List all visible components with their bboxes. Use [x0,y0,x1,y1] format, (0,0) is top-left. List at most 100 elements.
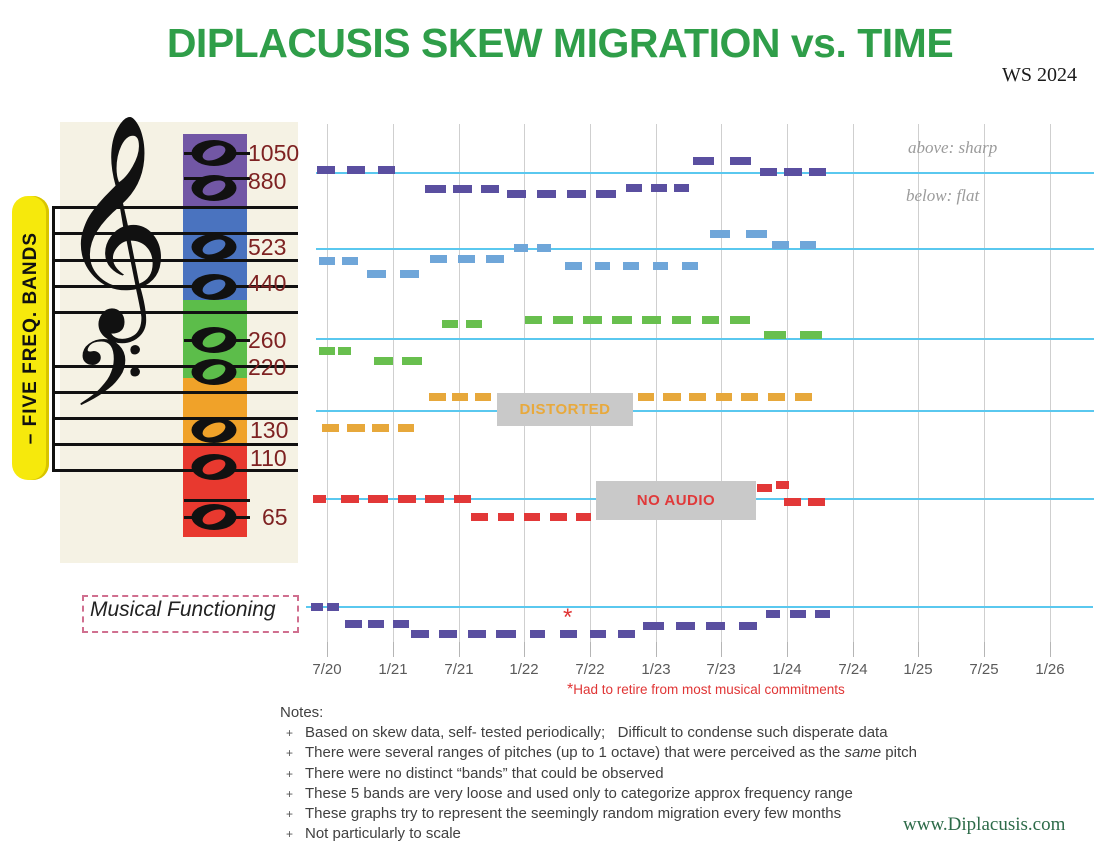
data-dash [319,347,335,355]
staff-left-edge [52,206,55,472]
whole-note-icon [191,358,237,386]
gridline [918,124,919,642]
data-dash [710,230,730,238]
whole-note-svg [191,454,237,480]
whole-note-icon [191,273,237,301]
whole-note-svg [191,175,237,201]
data-dash [565,262,582,270]
footnote-text: Had to retire from most musical commitme… [573,682,845,697]
data-dash [454,495,471,503]
ledger-line [184,499,250,502]
data-dash [618,630,635,638]
data-dash [626,184,642,192]
data-dash [638,393,654,401]
data-dash [746,230,767,238]
x-axis-tick [327,642,328,657]
data-dash [595,262,610,270]
data-dash [430,255,447,263]
data-dash [800,331,822,339]
data-dash [367,270,386,278]
gridline [459,124,460,642]
data-dash [537,244,551,252]
freq-label-220: 220 [248,354,287,380]
whole-note-icon [191,326,237,354]
data-dash [760,168,777,176]
data-dash [567,190,586,198]
x-tick-label: 7/21 [444,661,474,678]
data-dash [411,630,429,638]
note-bullet-icon: + [286,746,294,761]
data-dash [425,185,446,193]
x-axis-tick [918,642,919,657]
whole-note-svg [191,417,237,443]
x-axis-tick [656,642,657,657]
data-dash [439,630,457,638]
data-dash [481,185,499,193]
data-dash [808,498,825,506]
baseline-1050-880-hz-band [316,172,1094,174]
data-dash [693,157,714,165]
staff-line [52,417,298,420]
status-box-label: NO AUDIO [636,492,716,509]
footnote-marker: * [567,681,574,698]
data-dash [537,190,556,198]
data-dash [453,185,472,193]
data-dash [643,622,664,630]
data-dash [429,393,446,401]
note-item: + Based on skew data, self- tested period… [280,723,980,743]
staff-line [52,311,298,314]
data-dash [730,157,751,165]
x-axis-tick [459,642,460,657]
data-dash [768,393,785,401]
gridline [787,124,788,642]
data-dash [790,610,806,618]
data-dash [338,347,351,355]
gridline [984,124,985,642]
data-dash [466,320,482,328]
data-dash [442,320,458,328]
data-dash [741,393,758,401]
data-dash [809,168,826,176]
data-dash [672,316,691,324]
data-dash [425,495,444,503]
data-dash [653,262,668,270]
data-dash [327,603,339,611]
data-dash [776,481,789,489]
data-dash [514,244,528,252]
data-dash [623,262,639,270]
x-tick-label: 1/23 [641,661,671,678]
status-box-distorted [497,393,633,426]
x-axis-tick [721,642,722,657]
staff-line [52,206,298,209]
data-dash [378,166,395,174]
data-dash [347,424,365,432]
data-dash [706,622,725,630]
data-dash [795,393,812,401]
website-link[interactable]: www.Diplacusis.com [903,814,1066,835]
whole-note-svg [191,359,237,385]
freq-bands-label-text: – FIVE FREQ. BANDS [19,231,41,445]
note-item: + These 5 bands are very loose and used o… [280,784,980,804]
freq-bands-label: – FIVE FREQ. BANDS [12,196,49,480]
data-dash [596,190,616,198]
data-dash [374,357,393,365]
data-dash [496,630,516,638]
x-tick-label: 1/25 [903,661,933,678]
freq-label-880: 880 [248,168,287,194]
staff-line [52,232,298,235]
staff-line [52,259,298,262]
data-dash [784,168,802,176]
whole-note-icon [191,503,237,531]
data-dash [815,610,830,618]
note-item: + There were several ranges of pitches (u… [280,743,980,763]
note-item: + Not particularly to scale [280,824,980,844]
data-dash [766,610,780,618]
data-dash [739,622,757,630]
gridline [721,124,722,642]
x-tick-label: 7/23 [706,661,736,678]
data-dash [486,255,504,263]
data-dash [452,393,468,401]
status-box-no-audio [596,481,756,520]
data-dash [716,393,732,401]
